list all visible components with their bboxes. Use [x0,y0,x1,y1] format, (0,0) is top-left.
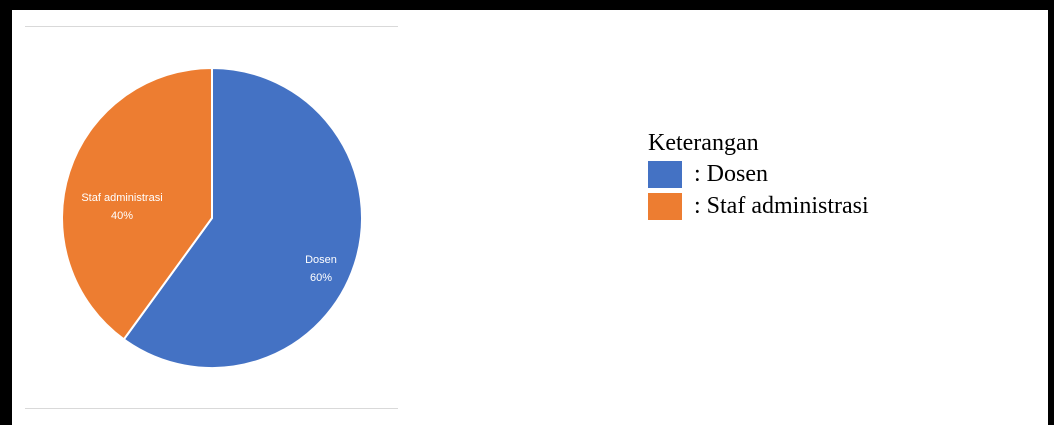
legend-swatch-dosen [648,160,682,188]
legend-label-dosen: : Dosen [694,160,768,187]
legend-title: Keterangan [648,130,759,156]
legend-label-staf-administrasi: : Staf administrasi [694,192,869,219]
slice-name-label-staf-administrasi: Staf administrasi [81,192,162,204]
legend-item-staf-administrasi: : Staf administrasi [648,190,869,222]
slice-percent-label-staf-administrasi: 40% [111,210,133,222]
pie-slice-staf-administrasi [61,66,213,341]
slice-percent-label-dosen: 60% [310,272,332,284]
chart-area-top-border [25,26,398,27]
slice-name-label-dosen: Dosen [305,254,337,266]
legend-item-dosen: : Dosen [648,158,869,190]
legend: Keterangan : Dosen : Staf administrasi [648,128,869,222]
chart-area-bottom-border [25,408,398,409]
pie-chart: Dosen 60% Staf administrasi 40% [61,66,363,369]
legend-swatch-staf-administrasi [648,192,682,220]
chart-frame: Dosen 60% Staf administrasi 40% Keterang… [12,10,1048,425]
pie-slice-dosen [122,66,363,369]
